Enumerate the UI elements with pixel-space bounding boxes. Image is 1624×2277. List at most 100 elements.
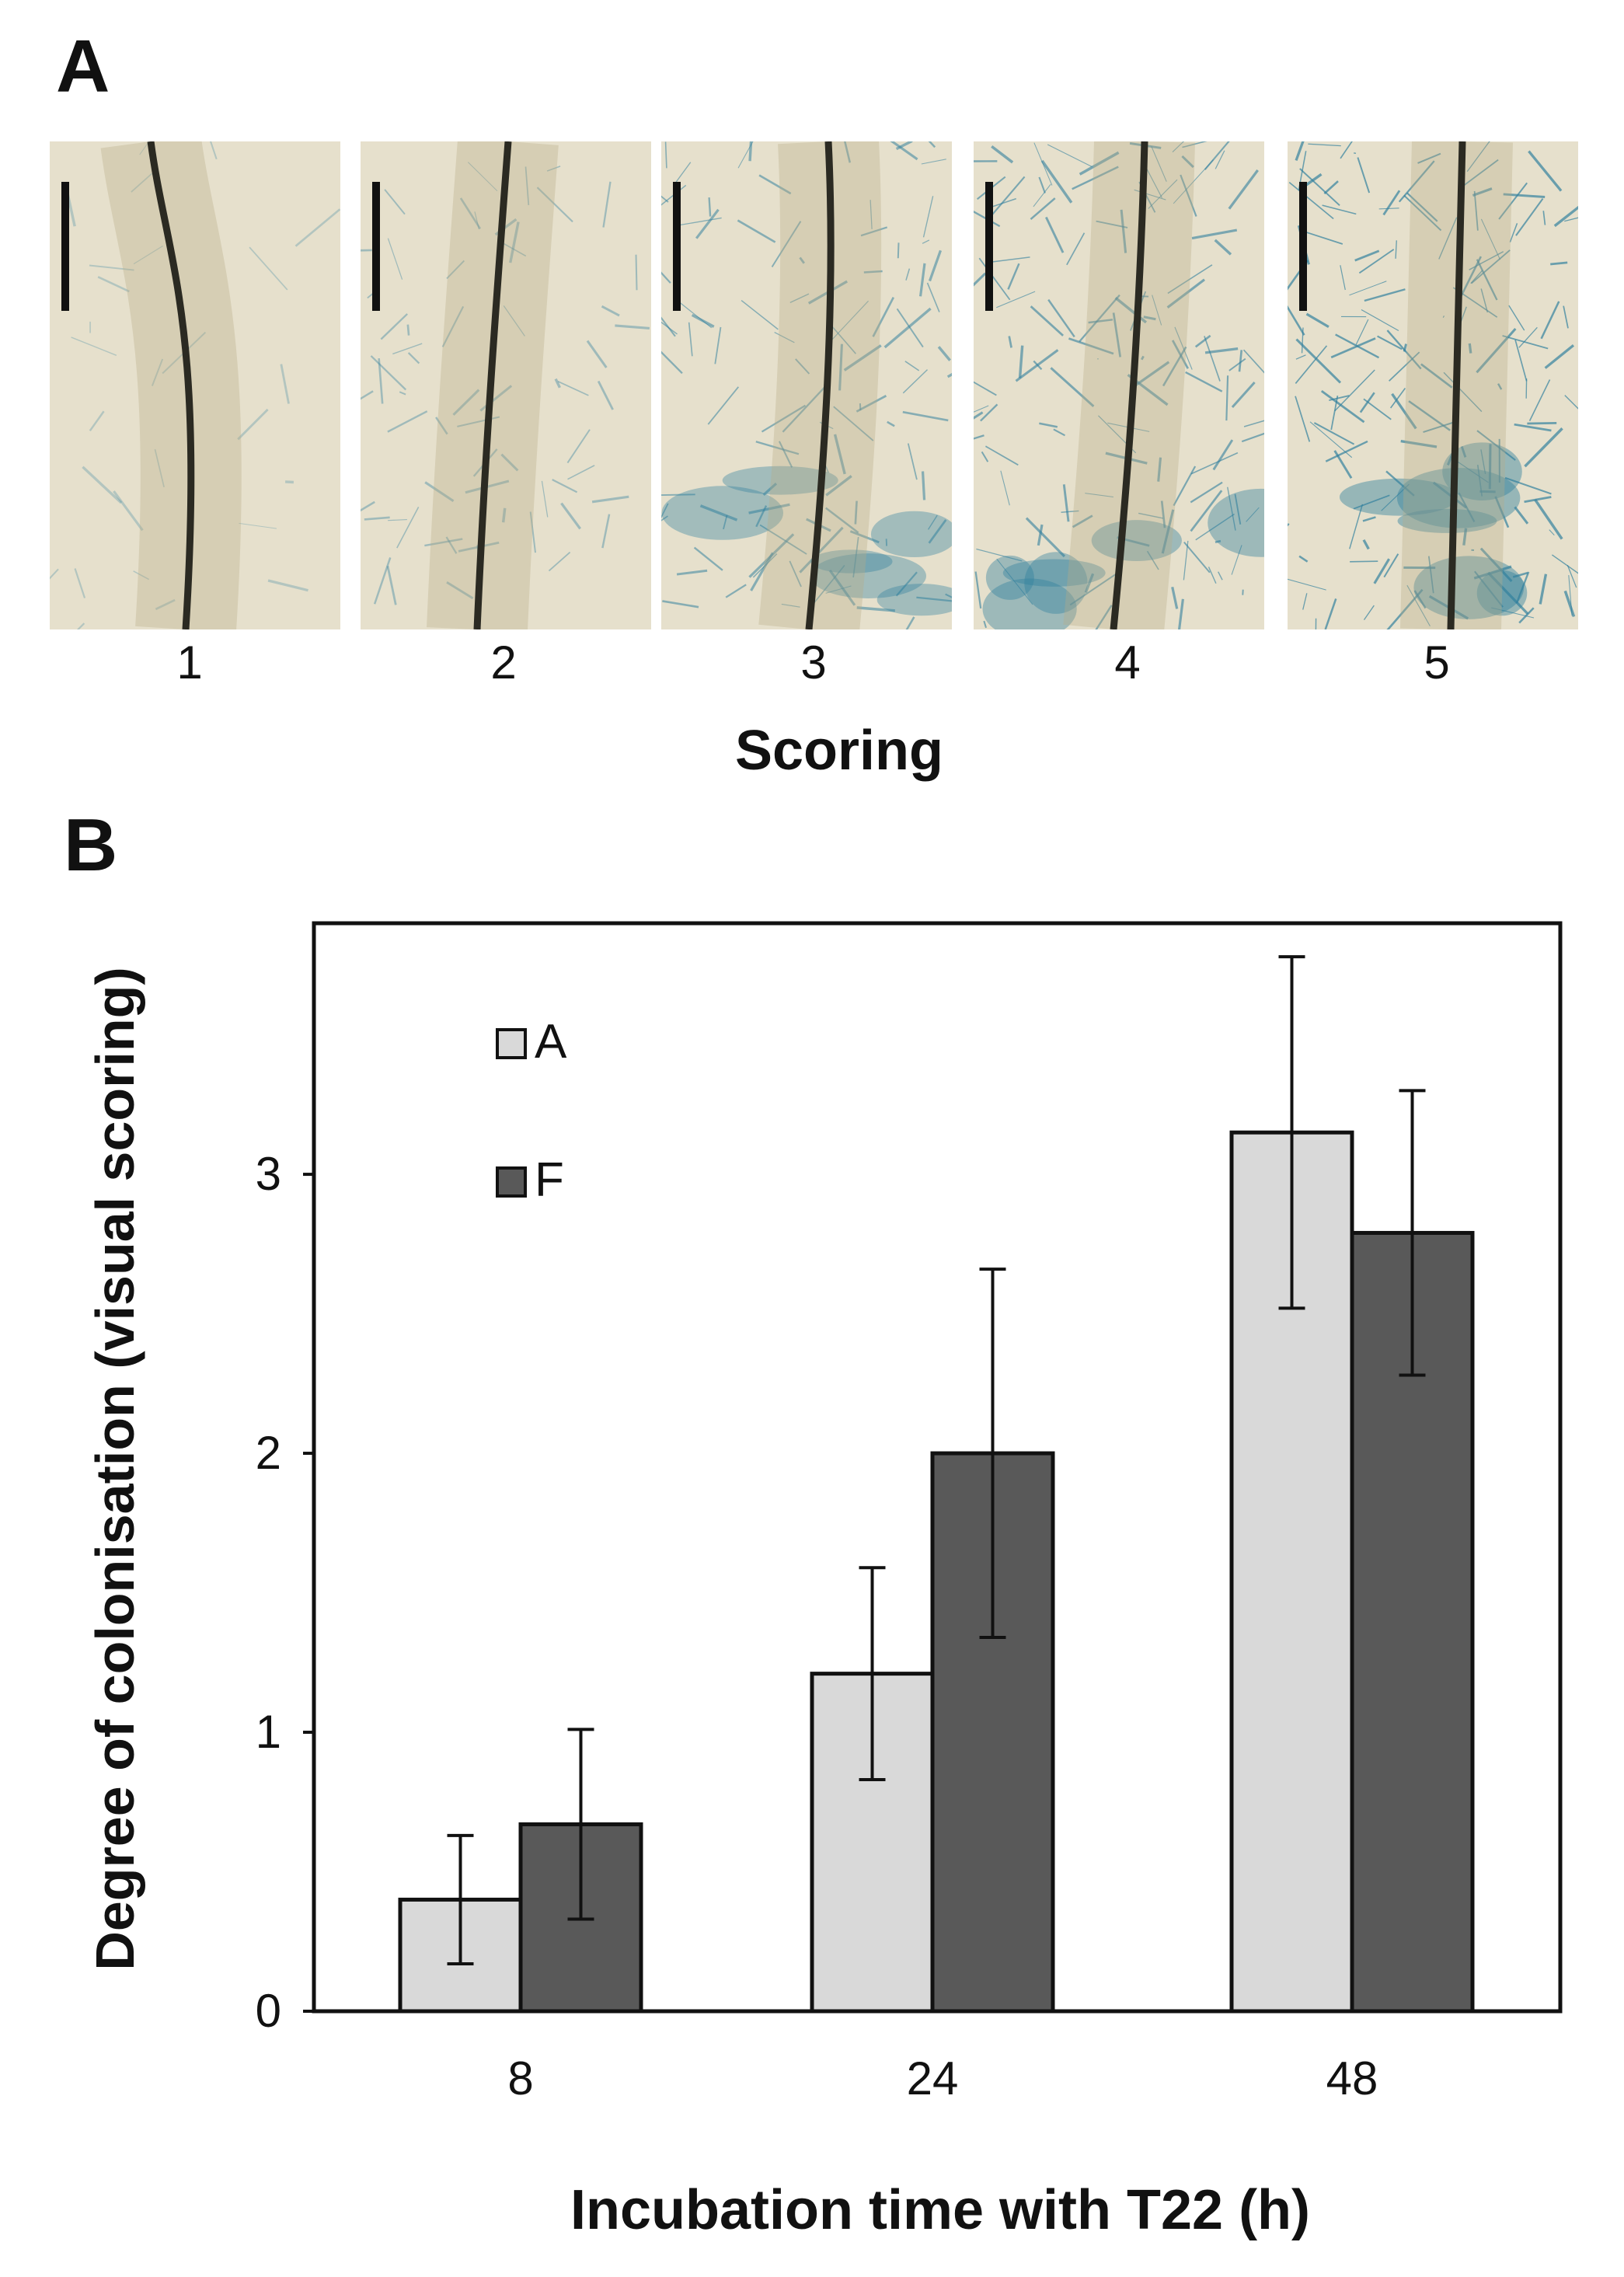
fungal-hypha (71, 336, 117, 356)
fungal-hypha (1563, 305, 1569, 329)
stain-patch (1397, 508, 1497, 533)
fungal-hypha (384, 189, 406, 215)
fungal-hypha (762, 482, 778, 497)
fungal-hypha (1304, 173, 1323, 187)
fungal-hypha (1340, 265, 1346, 291)
stain-patch (1208, 488, 1264, 557)
fungal-hypha (1406, 584, 1431, 627)
fungal-hypha (399, 391, 406, 396)
fungal-hypha (1528, 150, 1563, 192)
fungal-hypha (870, 200, 873, 229)
fungal-hypha (1295, 338, 1342, 384)
fungal-hypha (406, 324, 410, 336)
fungal-hypha (457, 416, 500, 427)
fungal-hypha (294, 208, 340, 247)
photo-background (50, 141, 340, 629)
fungal-hypha (267, 579, 308, 592)
photo-score-label: 2 (490, 636, 517, 689)
fungal-hypha (856, 395, 887, 413)
fungal-hypha (799, 256, 806, 264)
fungal-hypha (591, 495, 629, 504)
fungal-hypha (1563, 590, 1576, 618)
fungal-hypha (474, 211, 480, 230)
fungal-hypha (601, 514, 611, 549)
fungal-hypha (825, 507, 859, 534)
fungal-hypha (1503, 193, 1546, 198)
fungal-hypha (133, 245, 163, 265)
fungal-hypha (1295, 345, 1328, 384)
fungal-hypha (1471, 249, 1511, 284)
fungal-hypha (1398, 160, 1435, 203)
fungal-hypha (1151, 146, 1167, 182)
fungal-hypha (928, 141, 936, 148)
fungal-hypha (849, 530, 880, 544)
fungal-hypha (1162, 346, 1187, 387)
scoring-axis-label: Scoring (734, 720, 944, 782)
fungal-hypha (695, 208, 720, 239)
fungal-hypha (1474, 570, 1504, 608)
fungal-hypha (1334, 369, 1375, 412)
fungal-hypha (996, 558, 1033, 605)
error-bar (567, 1728, 594, 1921)
root-vascular-cylinder (805, 141, 835, 629)
fungal-hypha (1045, 216, 1065, 253)
fungal-hypha (1238, 350, 1243, 372)
fungal-hypha (387, 238, 403, 280)
fungal-hypha (1088, 319, 1113, 324)
fungal-hypha (50, 568, 59, 580)
fungal-hypha (922, 196, 934, 238)
fungal-hypha (991, 176, 1026, 215)
fungal-hypha (1544, 344, 1574, 369)
fungal-hypha (981, 451, 989, 462)
fungal-hypha (1171, 586, 1179, 609)
fungal-hypha (1325, 440, 1368, 462)
fungal-hypha (758, 174, 792, 195)
fungal-hypha (974, 571, 982, 609)
fungal-hypha (1460, 256, 1483, 296)
root-vascular-cylinder (1447, 141, 1466, 629)
fungal-hypha (1458, 159, 1499, 190)
fungal-hypha (1518, 326, 1538, 348)
fungal-hypha (1038, 176, 1046, 194)
fungal-hypha (380, 313, 408, 340)
fungal-hypha (1047, 298, 1075, 338)
fungal-hypha (479, 385, 513, 412)
fungal-hypha (536, 187, 573, 223)
fungal-hypha (1528, 379, 1551, 421)
fungal-hypha (1204, 336, 1221, 382)
fungal-hypha (388, 518, 407, 521)
fungal-hypha (1069, 573, 1117, 606)
fungal-hypha (974, 211, 1001, 228)
bar-f-48 (1350, 1230, 1475, 2014)
stain-patch (1413, 556, 1525, 619)
fungal-hypha (1413, 590, 1427, 609)
fungal-hypha (387, 410, 428, 433)
bar-a-8 (398, 1897, 523, 2014)
stain-patch (1442, 442, 1522, 501)
fungal-hypha (1362, 539, 1370, 550)
fungal-hypha (209, 141, 218, 160)
fungal-hypha (1134, 189, 1166, 201)
fungal-hypha (467, 162, 498, 192)
fungal-hypha (501, 507, 507, 523)
fungal-hypha (752, 553, 778, 578)
error-bar (1399, 1089, 1426, 1377)
fungal-hypha (1420, 363, 1453, 389)
fungal-hypha (1161, 509, 1175, 554)
fungal-hypha (1389, 387, 1406, 409)
fungal-hypha (1308, 143, 1341, 147)
fungal-hypha (1476, 327, 1517, 374)
fungal-hypha (1288, 305, 1305, 336)
fungal-hypha (1320, 390, 1365, 424)
fungal-hypha (1462, 528, 1468, 546)
fungal-hypha (1518, 607, 1535, 624)
fungal-hypha (97, 276, 130, 293)
fungal-hypha (1008, 336, 1012, 348)
stain-patch (661, 486, 784, 540)
fungal-hypha (828, 570, 856, 606)
fungal-hypha (1033, 183, 1051, 207)
fungal-hypha (1508, 305, 1525, 331)
fungal-hypha (833, 406, 874, 441)
fungal-hypha (1486, 571, 1529, 615)
fungal-hypha (509, 221, 520, 263)
